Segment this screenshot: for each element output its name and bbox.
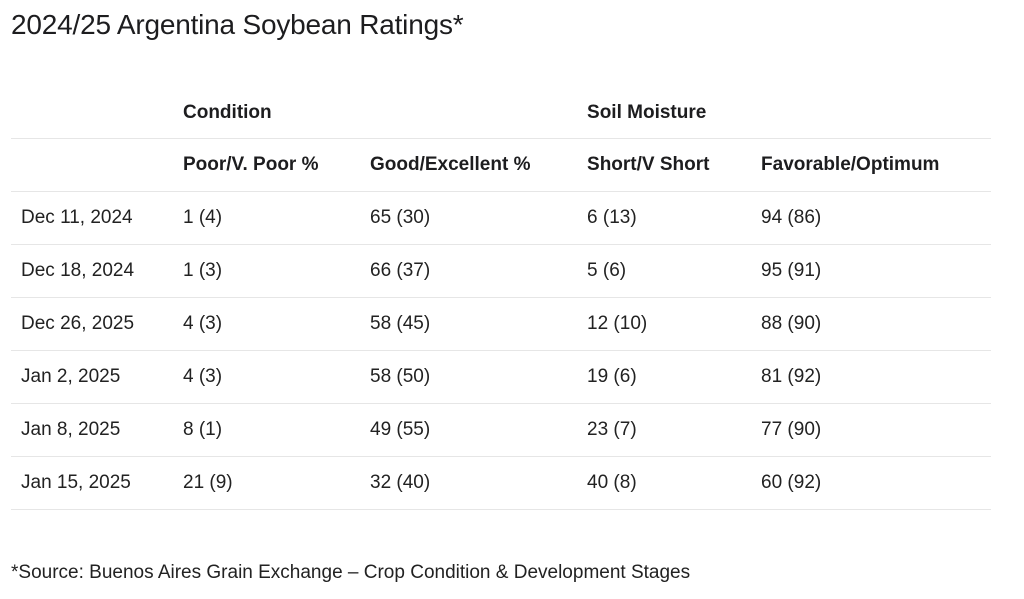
cell-poor: 21 (9) [173, 456, 360, 510]
cell-favorable: 88 (90) [751, 297, 992, 351]
column-header-poor: Poor/V. Poor % [173, 138, 360, 192]
ratings-table: Condition Soil Moisture Poor/V. Poor % G… [11, 88, 992, 510]
table-row: Jan 8, 2025 8 (1) 49 (55) 23 (7) 77 (90) [11, 403, 992, 457]
cell-poor: 4 (3) [173, 350, 360, 404]
cell-good-excellent: 65 (30) [360, 191, 578, 245]
table-row: Jan 15, 2025 21 (9) 32 (40) 40 (8) 60 (9… [11, 456, 992, 510]
table-header: Condition Soil Moisture Poor/V. Poor % G… [11, 88, 992, 192]
cell-short: 19 (6) [577, 350, 752, 404]
cell-short: 23 (7) [577, 403, 752, 457]
cell-poor: 1 (3) [173, 244, 360, 298]
cell-favorable: 94 (86) [751, 191, 992, 245]
cell-poor: 8 (1) [173, 403, 360, 457]
column-header-favorable: Favorable/Optimum [751, 138, 992, 192]
cell-good-excellent: 58 (45) [360, 297, 578, 351]
cell-poor: 1 (4) [173, 191, 360, 245]
cell-poor: 4 (3) [173, 297, 360, 351]
column-header-date [11, 138, 173, 192]
cell-date: Dec 18, 2024 [11, 244, 173, 298]
column-header-row: Poor/V. Poor % Good/Excellent % Short/V … [11, 138, 992, 192]
cell-short: 12 (10) [577, 297, 752, 351]
table-row: Dec 26, 2025 4 (3) 58 (45) 12 (10) 88 (9… [11, 297, 992, 351]
cell-favorable: 77 (90) [751, 403, 992, 457]
cell-favorable: 81 (92) [751, 350, 992, 404]
cell-date: Jan 15, 2025 [11, 456, 173, 510]
cell-short: 5 (6) [577, 244, 752, 298]
cell-date: Jan 8, 2025 [11, 403, 173, 457]
cell-short: 6 (13) [577, 191, 752, 245]
column-header-short: Short/V Short [577, 138, 752, 192]
cell-good-excellent: 49 (55) [360, 403, 578, 457]
source-footnote: *Source: Buenos Aires Grain Exchange – C… [11, 562, 691, 583]
condition-group-header: Condition [173, 88, 578, 139]
cell-good-excellent: 58 (50) [360, 350, 578, 404]
cell-good-excellent: 32 (40) [360, 456, 578, 510]
header-spacer [11, 88, 173, 139]
table-row: Dec 18, 2024 1 (3) 66 (37) 5 (6) 95 (91) [11, 244, 992, 298]
table-body: Dec 11, 2024 1 (4) 65 (30) 6 (13) 94 (86… [11, 191, 992, 510]
page-title: 2024/25 Argentina Soybean Ratings* [11, 9, 464, 40]
cell-date: Dec 26, 2025 [11, 297, 173, 351]
cell-favorable: 60 (92) [751, 456, 992, 510]
table-row: Dec 11, 2024 1 (4) 65 (30) 6 (13) 94 (86… [11, 191, 992, 245]
cell-date: Dec 11, 2024 [11, 191, 173, 245]
column-header-good-excellent: Good/Excellent % [360, 138, 578, 192]
cell-short: 40 (8) [577, 456, 752, 510]
group-header-row: Condition Soil Moisture [11, 88, 992, 139]
cell-date: Jan 2, 2025 [11, 350, 173, 404]
cell-favorable: 95 (91) [751, 244, 992, 298]
table-row: Jan 2, 2025 4 (3) 58 (50) 19 (6) 81 (92) [11, 350, 992, 404]
soil-moisture-group-header: Soil Moisture [577, 88, 992, 139]
cell-good-excellent: 66 (37) [360, 244, 578, 298]
